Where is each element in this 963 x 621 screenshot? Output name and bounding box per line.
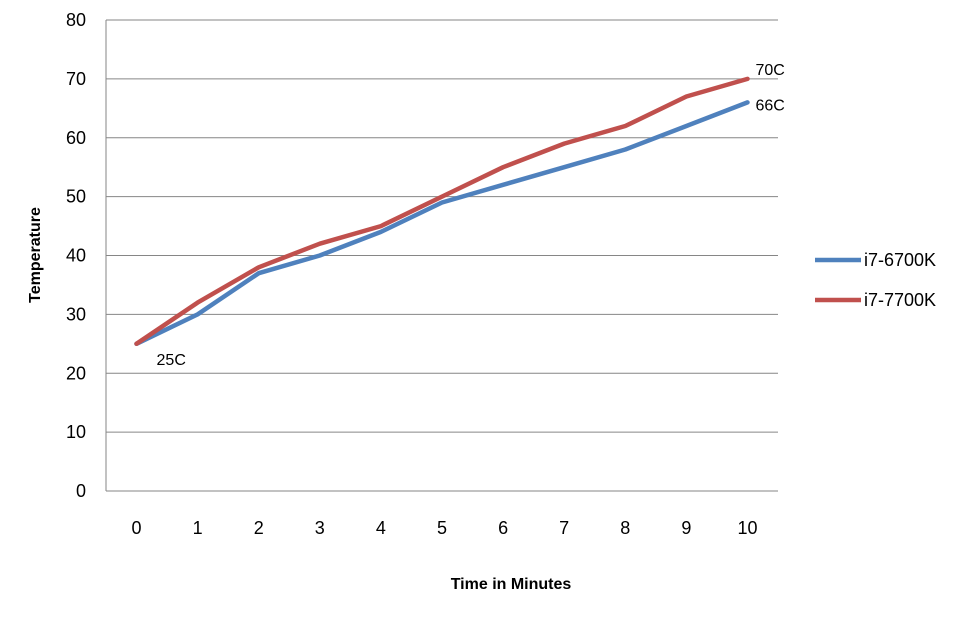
y-tick-label: 30: [66, 304, 86, 324]
y-tick-label: 50: [66, 187, 86, 207]
x-tick-label: 4: [376, 518, 386, 538]
y-tick-label: 70: [66, 69, 86, 89]
data-label-66C: 66C: [755, 97, 784, 114]
data-label-25C: 25C: [157, 352, 186, 369]
x-tick-label: 5: [437, 518, 447, 538]
axis-layer: 0 10 20 30 40 50 60 70 80 0 1 2 3 4 5 6 7 8 9 10: [66, 10, 778, 538]
annotation-layer: 25C 70C 66C: [157, 62, 785, 369]
grid-layer: [106, 19, 778, 492]
data-label-70C: 70C: [755, 62, 784, 79]
series-line-i7-7700K: [134, 76, 750, 347]
y-tick-label: 0: [76, 481, 86, 501]
legend: i7-6700K i7-7700K: [815, 250, 936, 310]
series-line-i7-6700K: [134, 100, 750, 347]
legend-label-i7-7700K: i7-7700K: [864, 290, 936, 310]
legend-label-i7-6700K: i7-6700K: [864, 250, 936, 270]
y-tick-label: 20: [66, 363, 86, 383]
y-tick-label: 80: [66, 10, 86, 30]
x-tick-label: 10: [737, 518, 757, 538]
y-tick-label: 10: [66, 422, 86, 442]
y-tick-label: 40: [66, 246, 86, 266]
x-axis-title: Time in Minutes: [451, 576, 572, 593]
x-tick-label: 9: [681, 518, 691, 538]
x-tick-label: 1: [193, 518, 203, 538]
y-tick-label: 60: [66, 128, 86, 148]
x-tick-label: 7: [559, 518, 569, 538]
x-tick-label: 3: [315, 518, 325, 538]
x-tick-label: 0: [132, 518, 142, 538]
x-tick-label: 8: [620, 518, 630, 538]
x-tick-label: 2: [254, 518, 264, 538]
series-layer: [134, 76, 750, 347]
x-tick-label: 6: [498, 518, 508, 538]
y-axis-title: Temperature: [27, 207, 44, 303]
